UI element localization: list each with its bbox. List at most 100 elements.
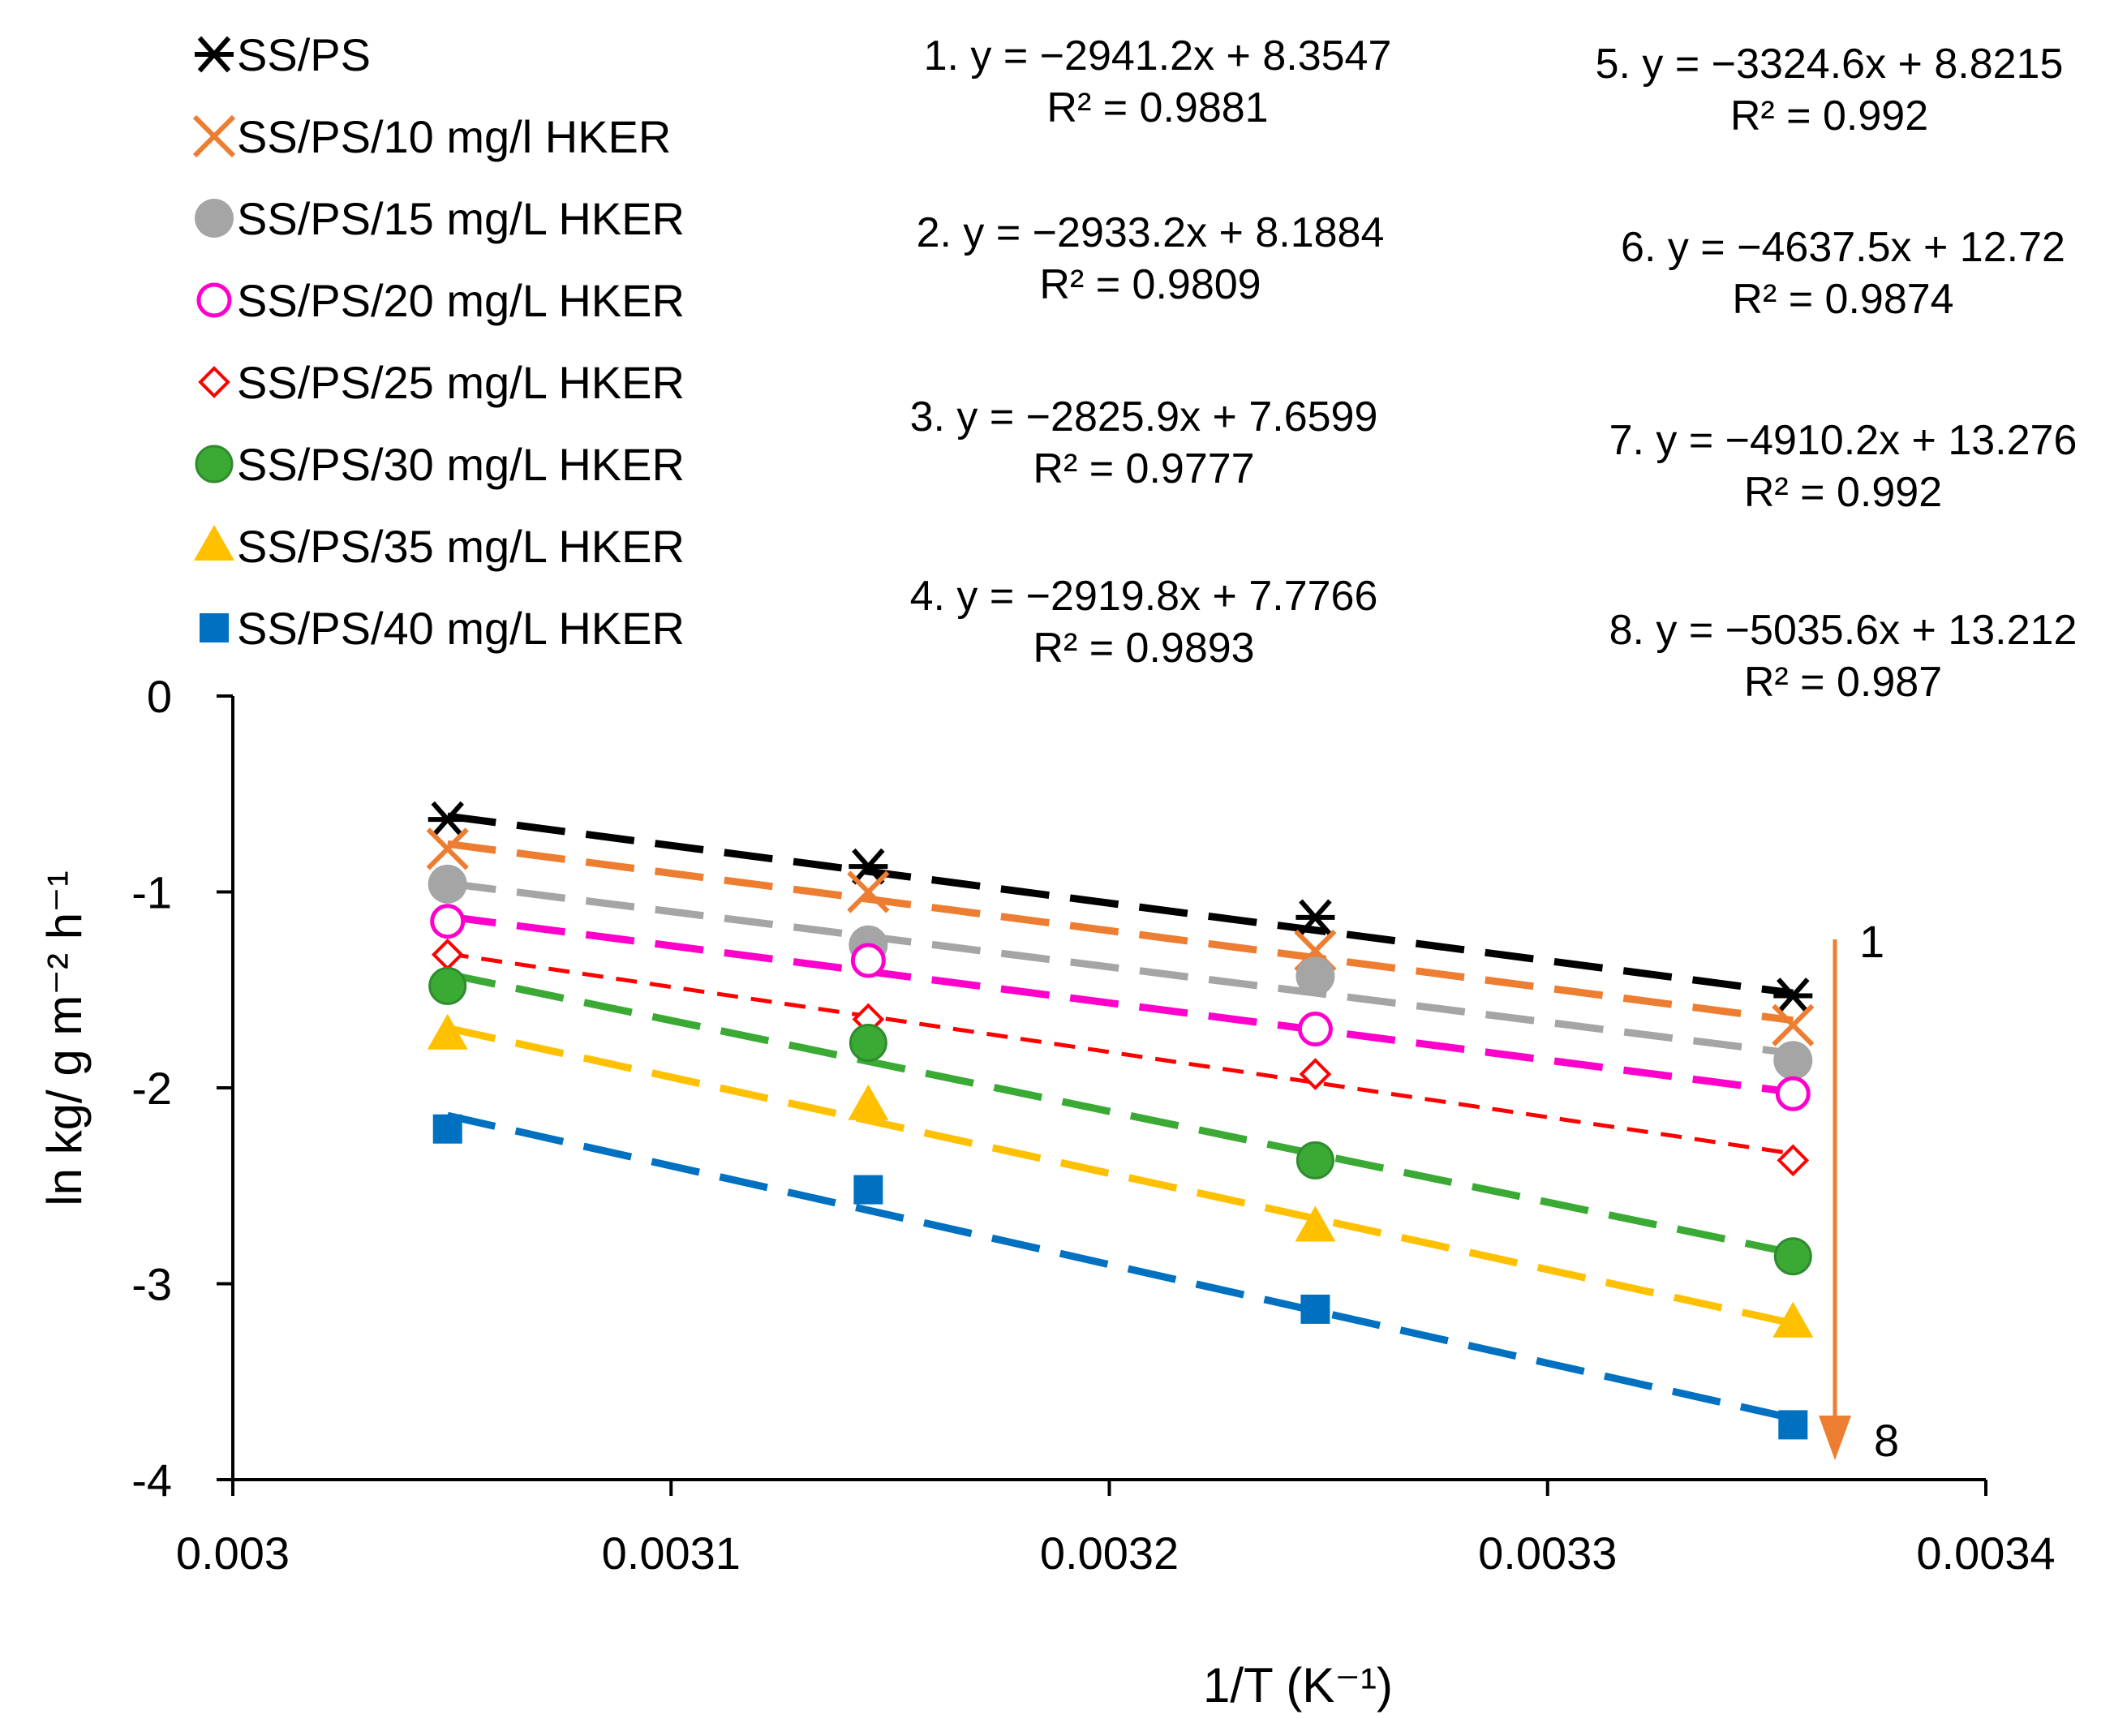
legend-marker: [192, 114, 236, 158]
arrow-start-label: 1: [1859, 916, 1884, 967]
r-squared-text: R² = 0.9809: [1039, 261, 1261, 308]
data-point: [849, 1023, 887, 1062]
series-order-arrow: 18: [1819, 916, 1899, 1466]
data-point: [430, 904, 466, 939]
x-tick-label: 0.0031: [602, 1528, 741, 1579]
data-point: [1295, 1141, 1334, 1180]
legend-label: SS/PS/10 mg/l HKER: [237, 111, 671, 162]
legend-marker: [196, 282, 232, 318]
legend-marker: [194, 525, 234, 561]
legend-label: SS/PS: [237, 29, 371, 80]
equation-text: 3. y = −2825.9x + 7.6599: [910, 393, 1378, 440]
data-point: [1297, 1012, 1333, 1047]
data-point: [850, 943, 886, 978]
legend-item: SS/PS/10 mg/l HKER: [192, 111, 671, 162]
legend-label: SS/PS/20 mg/L HKER: [237, 275, 685, 326]
series-3: [428, 864, 1813, 1081]
fit-equation-3: 3. y = −2825.9x + 7.6599 R² = 0.9777: [910, 393, 1378, 492]
data-point: [432, 1114, 462, 1144]
y-axis-title: ln kg/ g m⁻² h⁻¹: [37, 870, 92, 1205]
trendline-7: [446, 1024, 1794, 1327]
data-point: [1299, 1058, 1332, 1090]
data-point: [1775, 1076, 1811, 1111]
fit-equation-2: 2. y = −2933.2x + 8.1884 R² = 0.9809: [917, 209, 1385, 308]
legend-marker: [195, 199, 234, 238]
legend-marker: [200, 613, 229, 642]
r-squared-text: R² = 0.9881: [1046, 84, 1268, 131]
legend-item: SS/PS/40 mg/L HKER: [200, 603, 685, 654]
trendline-1: [447, 812, 1794, 997]
legend-marker: [195, 445, 234, 483]
series-8: [432, 1111, 1808, 1440]
fit-equation-8: 8. y = −5035.6x + 13.212 R² = 0.987: [1609, 607, 2077, 706]
data-point: [428, 966, 467, 1005]
fit-equation-6: 6. y = −4637.5x + 12.72 R² = 0.9874: [1621, 224, 2065, 323]
r-squared-text: R² = 0.987: [1744, 659, 1942, 706]
y-tick-label: -2: [131, 1063, 172, 1114]
legend-label: SS/PS/15 mg/L HKER: [237, 193, 685, 244]
equation-text: 1. y = −2941.2x + 8.3547: [924, 32, 1392, 79]
data-point: [1295, 956, 1335, 996]
series-4: [430, 904, 1811, 1111]
data-point: [1773, 1041, 1813, 1081]
series-6: [428, 966, 1812, 1276]
legend-item: SS/PS/20 mg/L HKER: [196, 275, 685, 326]
y-tick-label: 0: [147, 671, 172, 722]
data-point: [1778, 1410, 1808, 1440]
arrow-end-label: 8: [1874, 1415, 1899, 1466]
data-point: [1295, 899, 1335, 936]
equation-text: 2. y = −2933.2x + 8.1884: [917, 209, 1385, 256]
data-point: [1772, 1301, 1814, 1338]
legend-marker: [198, 366, 230, 398]
equation-text: 6. y = −4637.5x + 12.72: [1621, 224, 2065, 271]
x-tick-label: 0.0034: [1916, 1528, 2055, 1579]
data-point: [1300, 1294, 1330, 1324]
legend: SS/PS SS/PS/10 mg/l HKER SS/PS/15 mg/L HKE…: [192, 29, 685, 654]
data-point: [431, 938, 464, 971]
fit-equation-4: 4. y = −2919.8x + 7.7766 R² = 0.9893: [910, 573, 1378, 672]
data-point: [853, 1175, 883, 1205]
data-point: [847, 870, 890, 913]
legend-label: SS/PS/25 mg/L HKER: [237, 357, 685, 408]
equation-text: 4. y = −2919.8x + 7.7766: [910, 573, 1378, 620]
x-tick-label: 0.0032: [1040, 1528, 1179, 1579]
data-point: [848, 1084, 889, 1120]
equation-text: 5. y = −3324.6x + 8.8215: [1596, 41, 2064, 88]
data-point: [428, 801, 467, 838]
trendline-4: [447, 913, 1794, 1096]
plot-area: 18: [426, 801, 1899, 1466]
data-point: [428, 864, 467, 904]
legend-item: SS/PS/25 mg/L HKER: [198, 357, 685, 408]
data-point: [1777, 1144, 1810, 1177]
series-5: [431, 938, 1810, 1177]
y-tick-label: -3: [131, 1259, 172, 1310]
y-tick-label: -4: [131, 1455, 172, 1506]
trendline-2: [447, 840, 1794, 1025]
fit-equation-1: 1. y = −2941.2x + 8.3547 R² = 0.9881: [924, 32, 1392, 131]
trendline-8: [446, 1111, 1794, 1422]
legend-label: SS/PS/40 mg/L HKER: [237, 603, 685, 654]
axes: 0.003 0.0031 0.0032 0.0033 0.0034 0 -1 -2 -3 -4 1/…: [37, 671, 2056, 1712]
x-tick-label: 0.0033: [1478, 1528, 1617, 1579]
series-7: [427, 1013, 1814, 1338]
legend-item: SS/PS/35 mg/L HKER: [194, 521, 685, 572]
data-point: [426, 827, 469, 870]
legend-item: SS/PS/30 mg/L HKER: [195, 439, 685, 490]
data-point: [1295, 1205, 1336, 1242]
data-point: [427, 1013, 468, 1050]
trendline-3: [447, 879, 1794, 1057]
equation-text: 8. y = −5035.6x + 13.212: [1609, 607, 2077, 654]
x-axis-title: 1/T (K⁻¹): [1203, 1658, 1393, 1712]
x-tick-label: 0.003: [176, 1528, 290, 1579]
r-squared-text: R² = 0.9777: [1033, 445, 1254, 492]
legend-item: SS/PS: [195, 29, 371, 80]
series-2: [426, 827, 1815, 1046]
series-1: [428, 801, 1813, 1014]
r-squared-text: R² = 0.992: [1744, 469, 1942, 516]
equation-text: 7. y = −4910.2x + 13.276: [1609, 417, 2077, 464]
data-point: [1773, 978, 1813, 1014]
r-squared-text: R² = 0.9874: [1732, 276, 1953, 323]
trendline-6: [446, 970, 1794, 1257]
